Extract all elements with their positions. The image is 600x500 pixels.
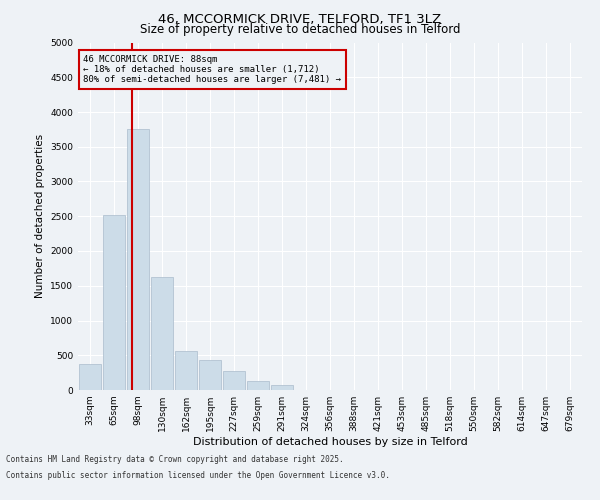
Text: 46, MCCORMICK DRIVE, TELFORD, TF1 3LZ: 46, MCCORMICK DRIVE, TELFORD, TF1 3LZ [158,12,442,26]
Y-axis label: Number of detached properties: Number of detached properties [35,134,44,298]
Text: Size of property relative to detached houses in Telford: Size of property relative to detached ho… [140,22,460,36]
Bar [151,278,173,390]
X-axis label: Distribution of detached houses by size in Telford: Distribution of detached houses by size … [193,437,467,447]
Bar [175,351,197,390]
Bar [79,364,101,390]
Text: Contains HM Land Registry data © Crown copyright and database right 2025.: Contains HM Land Registry data © Crown c… [6,456,344,464]
Text: 46 MCCORMICK DRIVE: 88sqm
← 18% of detached houses are smaller (1,712)
80% of se: 46 MCCORMICK DRIVE: 88sqm ← 18% of detac… [83,54,341,84]
Bar [127,130,149,390]
Bar [103,215,125,390]
Bar [223,370,245,390]
Bar [247,381,269,390]
Bar [199,360,221,390]
Text: Contains public sector information licensed under the Open Government Licence v3: Contains public sector information licen… [6,470,390,480]
Bar [271,385,293,390]
